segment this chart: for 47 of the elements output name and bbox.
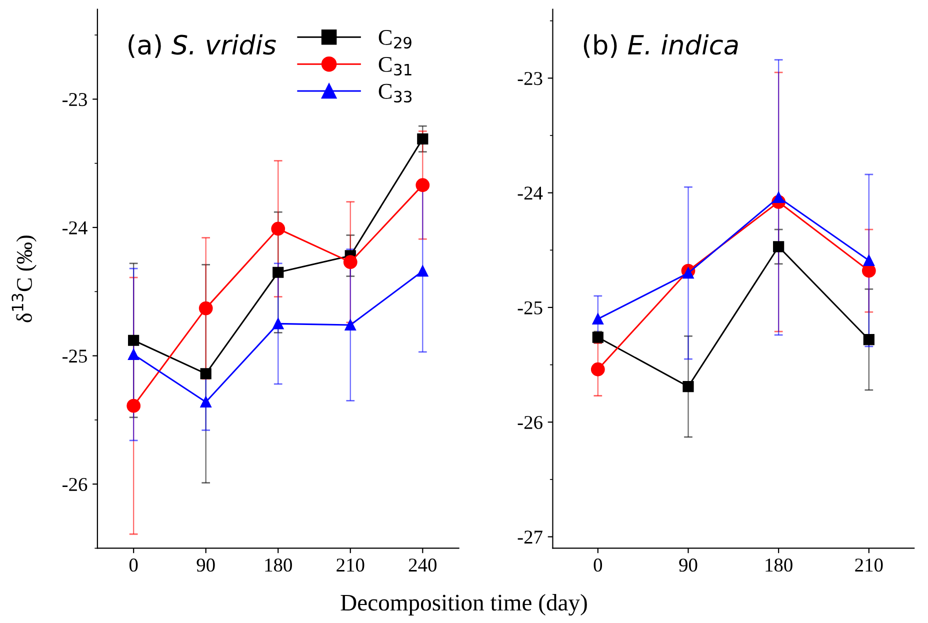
x-tick-label: 240	[408, 558, 436, 572]
point	[271, 222, 286, 236]
legend-label: C$_{33}$	[378, 84, 412, 103]
point	[682, 381, 694, 392]
point	[682, 268, 694, 279]
x-tick-label: 180	[766, 558, 792, 572]
point	[773, 241, 784, 252]
point	[590, 362, 605, 376]
y-tick-label: -24	[518, 186, 543, 200]
y-tick-label: -23	[518, 72, 542, 86]
point	[592, 313, 604, 324]
y-tick-label: -27	[518, 530, 542, 544]
point	[200, 396, 212, 408]
y-axis-title: δ$^{13}$C (‰)	[12, 236, 36, 322]
y-tick-label: -25	[518, 301, 542, 314]
point	[863, 334, 874, 346]
point	[272, 266, 284, 278]
point	[128, 334, 140, 346]
text: (a) S. vridis	[128, 34, 276, 58]
x-tick-label: 210	[855, 558, 883, 572]
x-tick-label: 0	[129, 558, 138, 572]
point	[272, 318, 284, 330]
point	[343, 255, 358, 270]
point	[128, 348, 140, 360]
x-tick-label: 90	[679, 558, 698, 572]
point	[417, 266, 428, 277]
legend-label: C$_{31}$	[378, 56, 412, 76]
y-tick-label: -26	[518, 416, 542, 430]
point	[863, 254, 874, 266]
point	[344, 319, 356, 331]
y-tick-label: -23	[62, 93, 87, 106]
y-tick-label: -25	[62, 350, 87, 363]
y-tick-label: -24	[62, 221, 88, 234]
point	[126, 398, 141, 413]
x-tick-label: 90	[196, 558, 215, 572]
point	[198, 301, 213, 316]
x-tick-label: 210	[336, 558, 364, 572]
point	[773, 192, 784, 203]
x-tick-label: 0	[594, 558, 602, 572]
x-axis-title: Decomposition time (day)	[340, 594, 587, 616]
point	[417, 133, 428, 144]
point	[200, 368, 212, 380]
x-tick-label: 180	[265, 558, 292, 572]
point	[416, 178, 430, 192]
text: (b) E. indica	[584, 34, 738, 58]
y-tick-label: -26	[62, 478, 88, 492]
legend-label: C$_{29}$	[378, 30, 412, 49]
